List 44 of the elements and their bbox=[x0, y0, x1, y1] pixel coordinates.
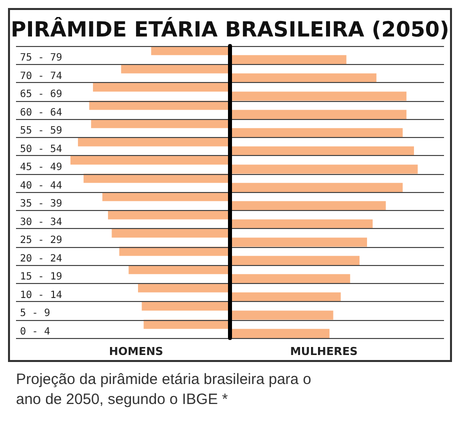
y-tick-label: 15 - 19 bbox=[20, 272, 62, 283]
bar bbox=[230, 92, 406, 101]
bar bbox=[230, 182, 403, 192]
bar bbox=[230, 146, 414, 156]
y-tick-label: 30 - 34 bbox=[20, 216, 62, 228]
y-tick-label: 20 - 24 bbox=[20, 253, 62, 264]
bar bbox=[230, 201, 386, 210]
bar bbox=[230, 219, 373, 228]
series-label: MULHERES bbox=[290, 345, 358, 358]
y-tick-label: 55 - 59 bbox=[20, 126, 62, 137]
y-tick-label: 25 - 29 bbox=[20, 235, 62, 246]
bar bbox=[230, 292, 341, 302]
y-tick-label: 60 - 64 bbox=[20, 107, 62, 118]
y-tick-label: 40 - 44 bbox=[20, 180, 62, 192]
y-tick-label: 5 - 9 bbox=[20, 308, 50, 320]
y-tick-label: 10 - 14 bbox=[20, 290, 62, 301]
y-tick-label: 65 - 69 bbox=[20, 89, 62, 100]
bar bbox=[142, 302, 230, 311]
bar bbox=[230, 128, 403, 138]
y-tick-label: 75 - 79 bbox=[20, 52, 62, 64]
bar bbox=[138, 283, 230, 292]
bar bbox=[92, 82, 230, 92]
bar bbox=[230, 238, 368, 247]
bar bbox=[230, 310, 334, 320]
y-tick-label: 70 - 74 bbox=[20, 70, 62, 82]
bar bbox=[230, 164, 418, 174]
bar bbox=[70, 156, 230, 165]
bar bbox=[78, 137, 230, 146]
bar bbox=[230, 328, 330, 338]
y-tick-label: 45 - 49 bbox=[20, 162, 62, 174]
y-tick-label: 50 - 54 bbox=[20, 144, 62, 155]
bar bbox=[230, 55, 346, 64]
bar bbox=[230, 110, 406, 119]
bar bbox=[121, 64, 230, 74]
y-tick-label: 0 - 4 bbox=[20, 326, 50, 338]
series-label: HOMENS bbox=[109, 345, 164, 358]
y-tick-label: 35 - 39 bbox=[20, 198, 62, 210]
bar bbox=[230, 274, 350, 284]
bar bbox=[108, 210, 230, 220]
bar bbox=[230, 73, 376, 82]
text: Projeção da pirâmide etária brasileira para o ano de 2050, segundo o IBGE * bbox=[16, 370, 312, 410]
bar bbox=[230, 256, 360, 265]
chart-title: PIRÂMIDE ETÁRIA BRASILEIRA (2050) bbox=[10, 16, 450, 42]
bar bbox=[112, 228, 230, 238]
